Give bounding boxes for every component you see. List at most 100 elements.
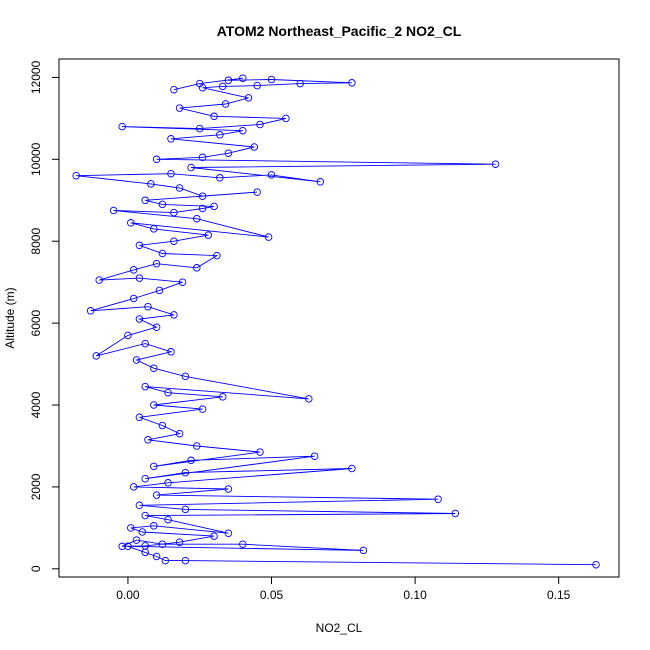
x-axis-label: NO2_CL [316,621,363,635]
data-point [135,413,144,422]
data-point [152,259,161,268]
data-point [239,126,247,135]
data-point [127,219,135,227]
data-point [282,114,290,123]
y-tick-label: 6000 [29,309,43,336]
data-point [141,196,149,205]
data-point [250,143,259,151]
data-point [210,532,218,540]
data-point [124,331,132,340]
data-point [224,485,233,493]
data-point [72,171,80,180]
data-point [138,528,147,536]
data-point [224,76,233,85]
data-point [256,448,264,456]
data-point [224,149,233,157]
data-point [491,160,500,168]
data-point [198,405,207,413]
data-point [141,339,149,348]
data-point [129,294,138,303]
data-point [92,352,101,360]
data-point [135,501,144,510]
data-point [152,552,161,561]
data-point [155,286,164,295]
data-point [348,464,356,473]
data-point [434,495,442,503]
series-points [72,74,600,569]
data-point [216,131,224,139]
x-tick-label: 0.00 [116,588,140,602]
y-tick-label: 10000 [29,142,43,176]
y-tick-label: 8000 [29,228,43,255]
data-point [213,251,221,260]
data-point [178,278,187,286]
data-point [141,474,149,483]
data-point [195,79,204,88]
data-point [150,401,158,409]
data-point [195,124,204,133]
data-point [150,522,158,530]
data-point [161,556,170,565]
data-point [167,348,175,356]
data-point [305,395,313,403]
data-point [181,505,190,514]
data-point [193,214,201,223]
data-point [95,276,103,284]
data-point [135,241,144,250]
data-point [244,94,253,102]
data-point [175,104,184,112]
data-point [129,483,138,491]
data-point [267,75,276,84]
data-point [147,180,155,188]
series-line [76,77,597,566]
data-point [181,468,190,477]
data-point [170,237,178,245]
data-point [267,171,276,179]
data-point [158,540,167,548]
data-point [592,560,600,569]
data-point [164,479,172,487]
data-point [167,169,175,178]
data-point [158,249,167,258]
data-point [198,153,207,162]
data-point [109,206,118,215]
y-tick-label: 4000 [29,391,43,418]
data-point [204,231,213,239]
data-point [170,311,178,319]
data-point [348,79,356,87]
data-point [150,462,158,471]
data-point [150,225,158,233]
data-point [193,442,201,450]
data-point [152,323,161,331]
data-point [158,421,167,430]
data-point [144,436,152,444]
data-point [310,452,319,460]
data-point [158,200,167,209]
data-point [150,364,158,372]
data-point [135,274,144,282]
data-point [118,542,126,551]
data-point [253,188,261,196]
data-point [187,456,195,465]
data-point [181,556,190,565]
data-point [239,74,247,82]
data-point [175,184,184,192]
data-point [239,540,247,548]
data-point [141,382,149,391]
data-point [144,302,152,311]
y-tick-label: 2000 [29,473,43,500]
x-tick-label: 0.05 [260,588,284,602]
data-point [132,356,141,364]
data-point [164,515,172,524]
x-tick-label: 0.10 [403,588,427,602]
data-point [127,524,135,532]
data-point [253,81,261,90]
data-point [451,509,460,518]
data-point [141,542,149,550]
data-point [152,491,161,499]
data-point [316,178,325,186]
data-point [124,542,132,551]
data-point [216,174,224,182]
data-point [181,372,190,381]
